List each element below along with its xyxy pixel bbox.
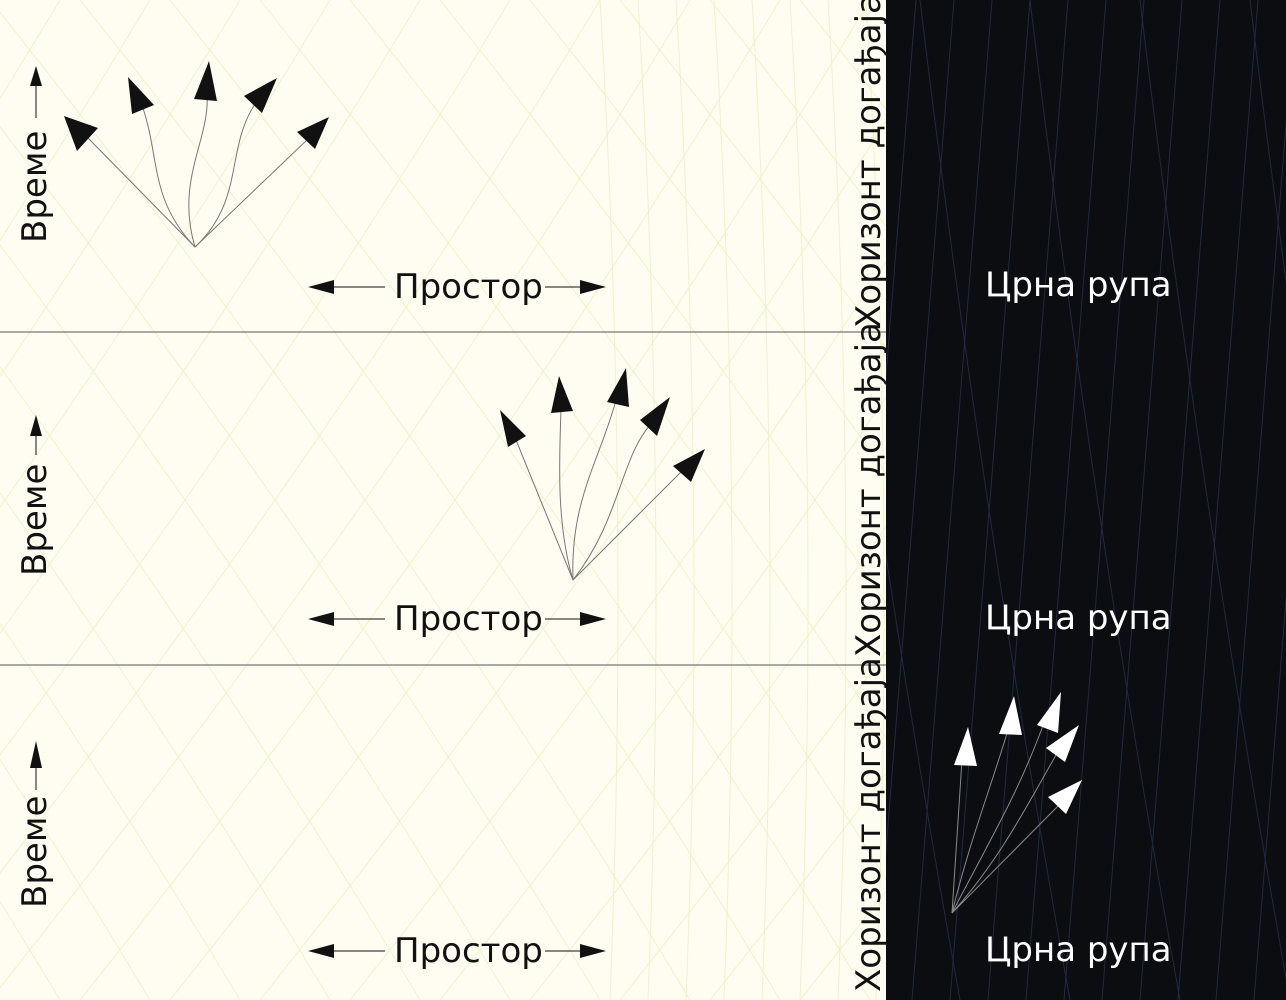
time-label: Време (15, 796, 55, 908)
grid-line (919, 0, 1071, 1000)
grid-line (1249, 0, 1286, 285)
grid-line (751, 0, 771, 1000)
grid-line (713, 0, 733, 1000)
grid-line (0, 0, 241, 378)
grid-line (886, 552, 961, 1000)
cone-arrowhead (551, 376, 573, 413)
grid-line (619, 651, 886, 1000)
light-cone-arrowheads (954, 692, 1082, 814)
grid-line (709, 0, 886, 228)
grid-line (1215, 118, 1286, 1000)
cone-arrowhead (673, 449, 705, 482)
black-hole-label: Црна рупа (985, 265, 1172, 305)
grid-line (169, 0, 871, 1000)
time-axis-arrow (30, 415, 42, 455)
grid-line (637, 0, 657, 1000)
grid-line (675, 0, 695, 1000)
grid-line (789, 0, 809, 1000)
grid-line (1139, 0, 1221, 1000)
black-hole-region (886, 0, 1286, 1000)
grid-line (1101, 0, 1183, 1000)
light-cone (515, 399, 684, 581)
grid-line (1029, 0, 1181, 1000)
grid-line (1025, 0, 1107, 1000)
cone-arrowhead (1037, 692, 1061, 733)
grid-line (79, 0, 781, 1000)
grid-line (987, 0, 1069, 1000)
black-hole-label: Црна рупа (985, 598, 1172, 638)
light-cone-arrowheads (64, 61, 329, 151)
grid-line (439, 396, 886, 1000)
space-label: Простор (394, 267, 543, 307)
cone-arrowhead (954, 727, 977, 766)
cone-arrowhead (194, 61, 217, 101)
event-horizon-label: Хоризонт догађаја (849, 657, 889, 992)
cone-arrowhead (607, 368, 629, 407)
time-label: Време (15, 464, 55, 576)
grid-line (259, 119, 886, 1000)
grid-line (709, 772, 886, 1000)
cone-arrowhead (64, 116, 98, 151)
grid-line (886, 0, 917, 382)
grid-line (1063, 0, 1145, 1000)
grid-line (349, 260, 886, 1000)
grid-line (865, 0, 885, 1000)
event-horizon-label: Хоризонт догађаја (849, 322, 889, 657)
black-hole-label: Црна рупа (985, 930, 1172, 970)
grid-line (0, 0, 421, 635)
event-horizon-label: Хоризонт догађаја (849, 0, 889, 328)
space-axis-arrow (308, 944, 606, 958)
grid-line (0, 758, 151, 1000)
space-axis-arrow (308, 280, 606, 294)
time-axis-arrow (30, 66, 42, 118)
grid-line (599, 0, 619, 1000)
panel-top: Време Простор Хоризонт догађаја Црна руп… (15, 0, 1172, 328)
grid-line (827, 0, 847, 1000)
time-axis-arrow (30, 741, 42, 790)
time-label: Време (15, 131, 55, 243)
grid-line (1139, 0, 1286, 981)
grid-line (0, 0, 601, 874)
grid-line (911, 0, 993, 1000)
light-cone-arrowheads (500, 368, 705, 482)
grid-line (0, 0, 691, 989)
cone-arrowhead (1046, 725, 1079, 762)
panel-dividers (0, 331, 886, 666)
space-label: Простор (394, 931, 543, 971)
light-cone (87, 94, 309, 248)
cone-arrowhead (128, 77, 154, 114)
cone-arrowhead (999, 696, 1022, 735)
cone-arrowhead (500, 410, 526, 447)
grid-line (1253, 593, 1286, 1000)
grid-line (0, 0, 331, 508)
grid-line (0, 0, 511, 756)
grid-line (949, 0, 1031, 1000)
cone-arrowhead (297, 117, 329, 149)
grid-line (0, 0, 151, 242)
grid-line (529, 526, 886, 1000)
cone-arrowhead (244, 78, 277, 113)
grid-line (1177, 0, 1259, 1000)
cone-arrowhead (640, 397, 670, 436)
panel-middle: Време Простор Хоризонт догађаја Црна руп… (15, 322, 1172, 657)
space-label: Простор (394, 599, 543, 639)
grid-line (0, 622, 241, 1000)
light-cone (951, 719, 1061, 914)
panel-bottom: Време Простор Хоризонт догађаја Црна руп… (15, 657, 1172, 992)
cone-arrowhead (1048, 780, 1082, 814)
black-hole-grid (886, 0, 1286, 1000)
space-axis-arrow (308, 612, 606, 626)
grid-line (619, 0, 886, 349)
spacetime-background (0, 0, 886, 1000)
